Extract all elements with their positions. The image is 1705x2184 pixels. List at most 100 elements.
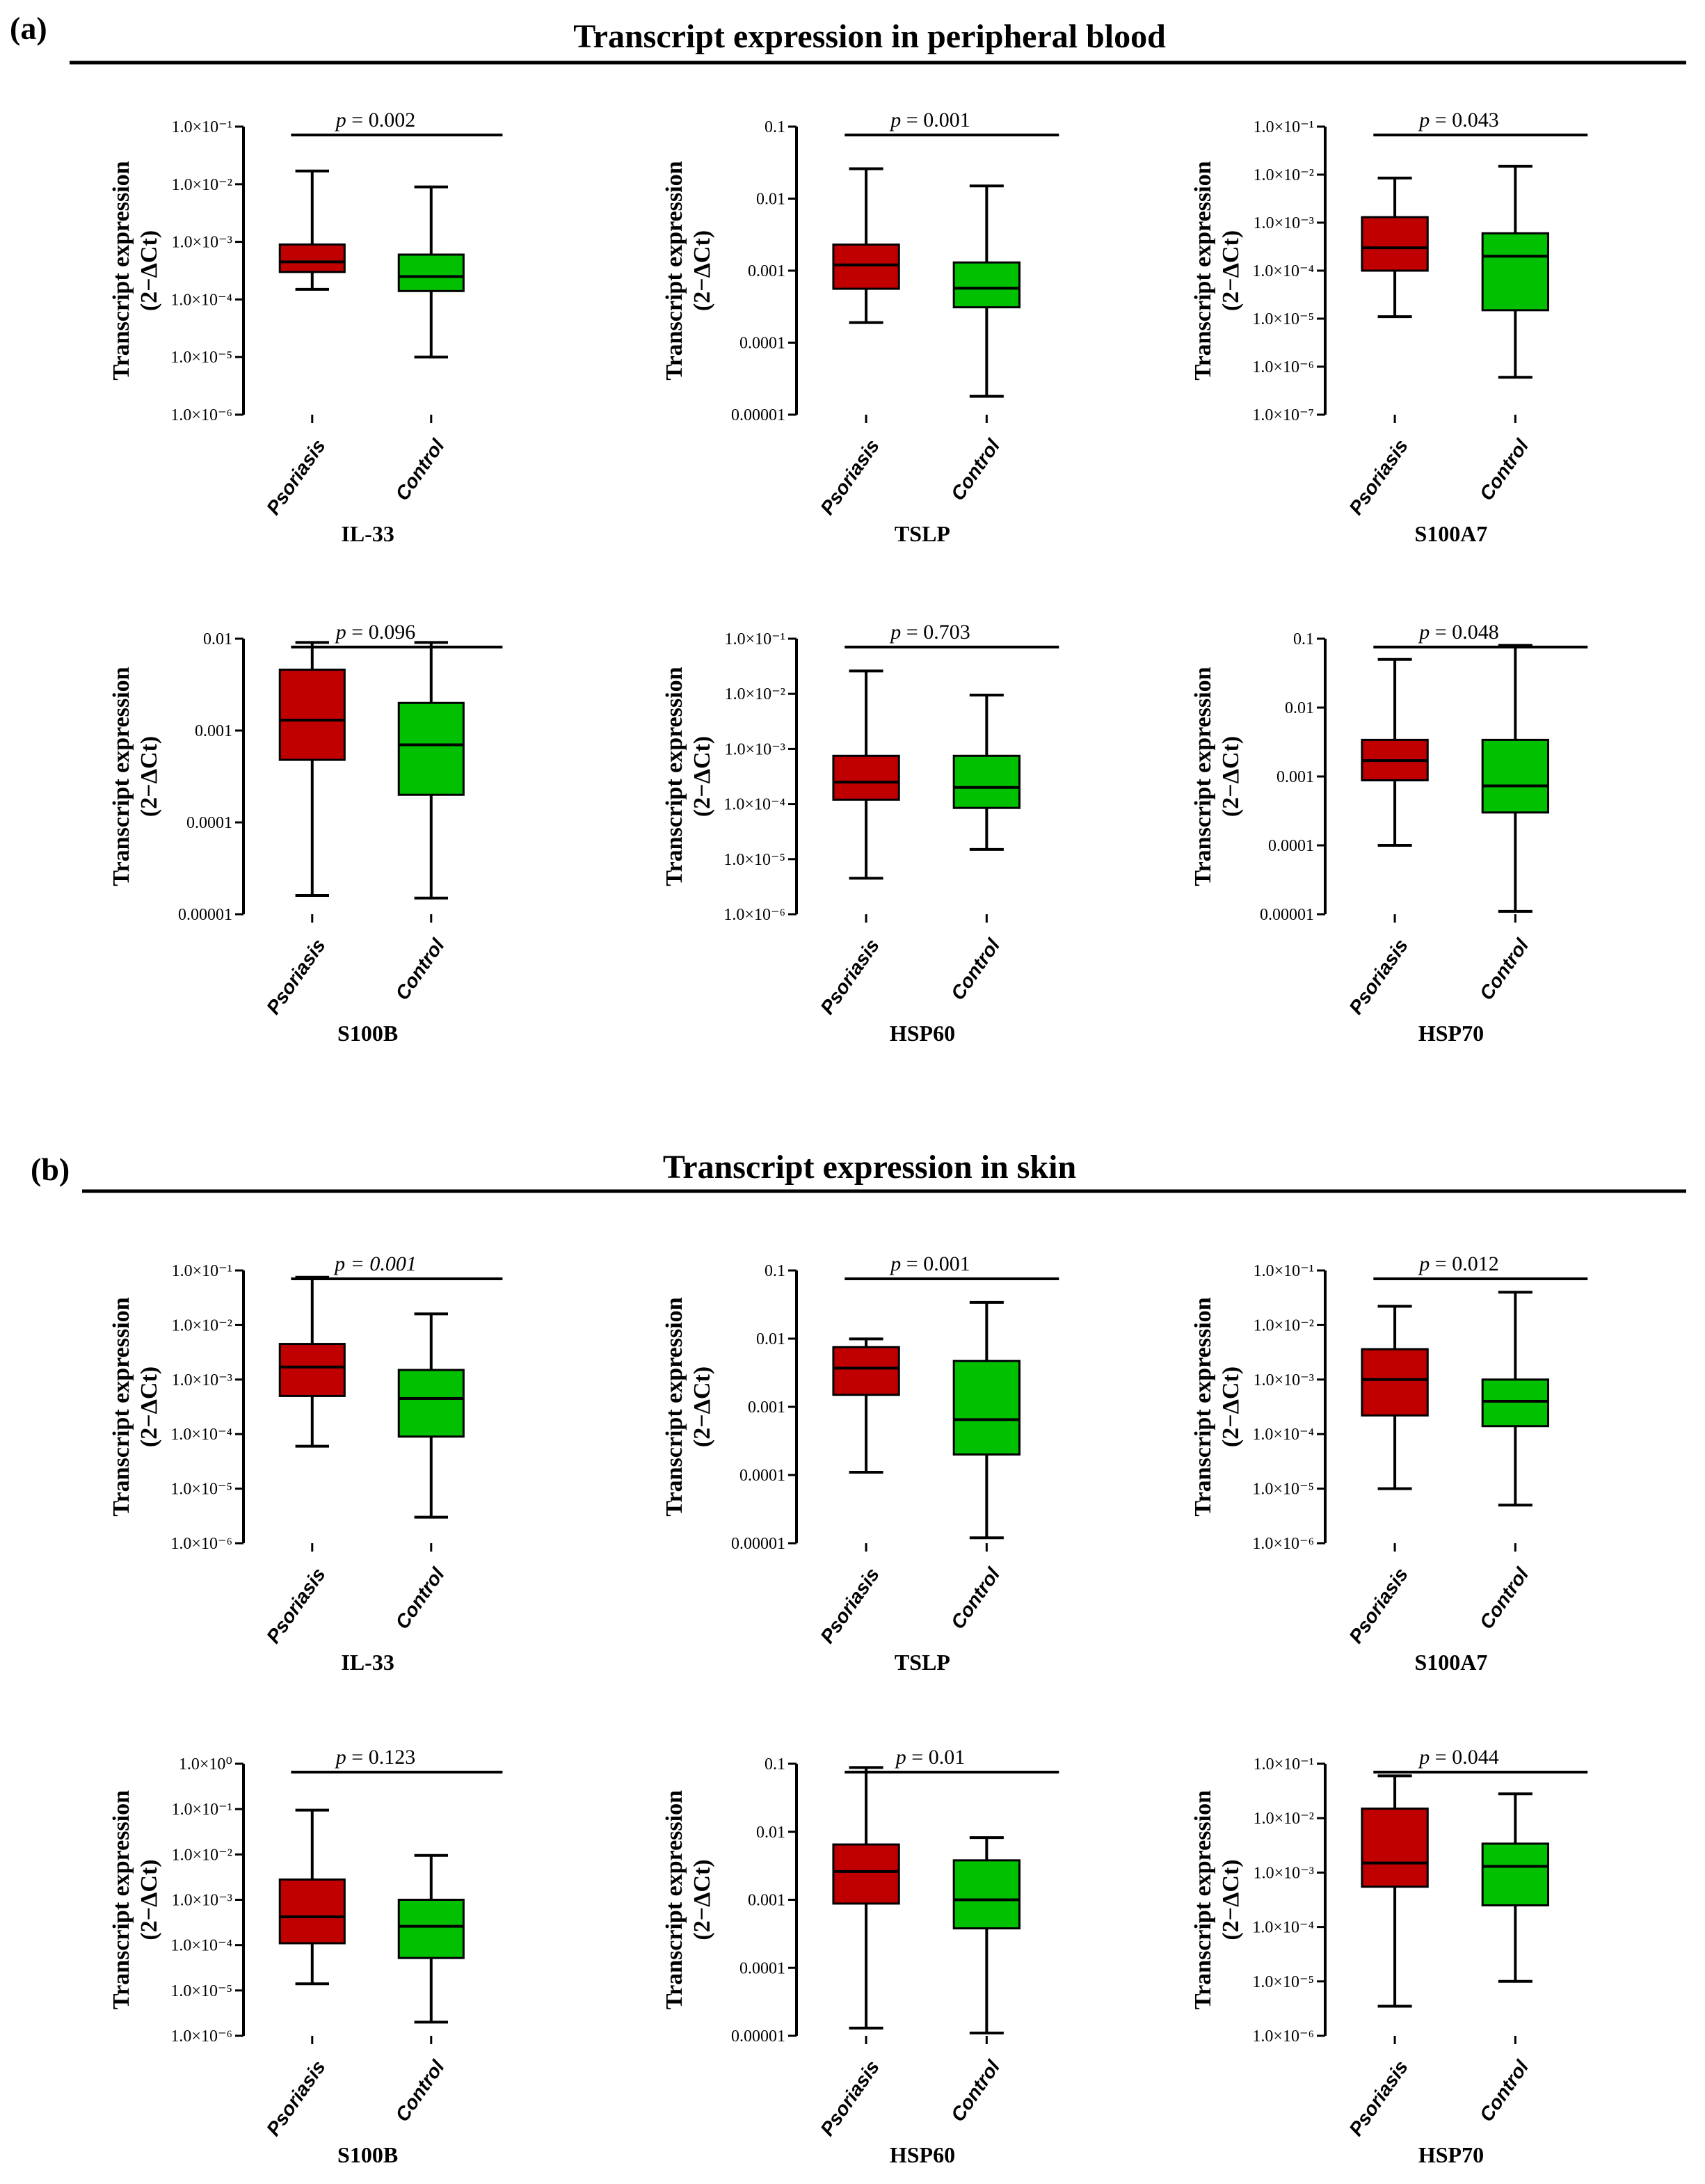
p-value-text: = 0.001 [345,1252,417,1275]
p-value-symbol: p [889,1252,901,1275]
p-value: p = 0.123 [335,1746,415,1769]
y-tick-label: 1.0×10⁻² [172,1316,232,1334]
iqr-box [1361,216,1429,272]
y-axis-label: Transcript expression [109,161,134,380]
y-axis-label: Transcript expression [662,161,687,380]
iqr-box [278,1878,346,1945]
x-category-label: Psoriasis [262,436,330,519]
y-tick-label: 1.0×10⁻⁵ [1252,310,1314,328]
chart-panel-b-s100a7: 1.0×10⁻⁶ 1.0×10⁻⁵ 1.0×10⁻⁴ 1.0×10⁻³ 1.0×10⁻²… [1190,1252,1588,1675]
p-value-symbol: p [333,1252,345,1275]
chart-panel-b-s100b: 1.0×10⁻⁶ 1.0×10⁻⁵ 1.0×10⁻⁴ 1.0×10⁻³ 1.0×10⁻²… [109,1746,503,2167]
p-value-symbol: p [335,621,346,644]
y-axis-label: Transcript expression [109,667,134,886]
y-tick-label: 1.0×10⁻² [172,176,232,194]
gene-title: HSP60 [890,1021,955,1046]
x-category-label: Control [1475,934,1533,1004]
box-control [397,641,465,900]
x-category-label: Control [1475,1563,1533,1633]
y-tick-label: 1.0×10⁻⁶ [170,1535,232,1553]
box-psoriasis [832,669,900,880]
x-category-label: Control [947,435,1004,504]
iqr-box [397,253,465,292]
y-tick-label: 0.0001 [186,814,232,832]
y-tick-label: 0.001 [195,722,232,740]
iqr-box [952,754,1021,809]
y-axis-label: Transcript expression [109,1790,134,2009]
box-control [1481,644,1550,913]
chart-panel-a-hsp70: 0.00001 0.0001 0.001 0.01 0.1 Transcript expr… [1190,621,1588,1046]
y-axis-label-unit: (2−ΔCt) [136,736,162,817]
p-value: p = 0.001 [889,1252,970,1275]
p-value-text: = 0.043 [1430,109,1498,131]
y-tick-label: 1.0×10⁻¹ [172,1801,232,1819]
gene-title: S100B [337,1021,398,1046]
p-value-text: = 0.096 [346,621,415,644]
iqr-box [832,1843,900,1905]
iqr-box [397,701,465,796]
p-value: p = 0.096 [335,621,415,644]
y-axis-label: Transcript expression [662,1790,687,2009]
y-tick-label: 1.0×10⁻³ [1254,1864,1314,1882]
x-category-label: Psoriasis [1345,2057,1412,2140]
y-tick-label: 1.0×10⁻⁶ [170,406,232,424]
y-tick-label: 1.0×10⁻² [725,685,785,703]
y-tick-label: 0.00001 [731,1535,785,1553]
x-category-label: Psoriasis [816,935,883,1019]
p-value-symbol: p [889,621,901,644]
y-tick-label: 1.0×10⁻¹ [172,118,232,136]
p-value-symbol: p [335,109,346,131]
iqr-box [952,261,1021,309]
y-tick-label: 1.0×10⁻¹ [172,1262,232,1280]
p-value-text: = 0.703 [901,621,970,644]
x-category-label: Control [391,934,449,1004]
y-axis-label: Transcript expression [1190,161,1216,380]
y-tick-label: 1.0×10⁻² [172,1846,232,1864]
y-tick-label: 1.0×10⁻² [1254,1316,1314,1334]
y-axis-label: Transcript expression [109,1297,134,1516]
y-axis-label: Transcript expression [662,1297,687,1516]
y-tick-label: 0.01 [756,191,785,209]
section-a-title: Transcript expression in peripheral bloo… [573,18,1166,55]
x-category-label: Control [1475,2056,1533,2126]
iqr-box [278,243,346,273]
p-value-text: = 0.01 [906,1746,965,1769]
gene-title: S100B [337,2142,398,2167]
y-axis-label: Transcript expression [662,667,687,886]
y-tick-label: 1.0×10⁻⁴ [723,796,785,814]
box-psoriasis [1361,176,1429,319]
y-axis-label-unit: (2−ΔCt) [689,230,715,311]
y-axis-label: Transcript expression [1190,667,1216,886]
p-value: p = 0.044 [1418,1746,1498,1769]
box-psoriasis [278,169,346,291]
iqr-box [1481,1378,1550,1428]
box-psoriasis [1361,657,1429,847]
p-value-symbol: p [1418,1252,1430,1275]
y-tick-label: 0.00001 [731,2027,785,2046]
y-tick-label: 1.0×10⁻¹ [1254,118,1314,136]
p-value: p = 0.703 [889,621,970,644]
y-tick-label: 0.1 [765,1755,785,1773]
y-axis-label: Transcript expression [1190,1297,1216,1516]
x-category-label: Psoriasis [816,1564,883,1648]
gene-title: S100A7 [1414,1650,1487,1675]
y-tick-label: 1.0×10⁻² [1254,1810,1314,1828]
iqr-box [1361,1807,1429,1888]
x-category-label: Psoriasis [816,2057,883,2140]
y-tick-label: 0.01 [756,1824,785,1842]
y-tick-label: 0.01 [1285,699,1314,717]
chart-panel-a-tslp: 0.00001 0.0001 0.001 0.01 0.1 Transcript expr… [662,109,1059,546]
y-axis-label-unit: (2−ΔCt) [689,1366,715,1447]
y-tick-label: 0.0001 [739,1959,785,1977]
x-category-label: Psoriasis [262,935,330,1019]
x-category-label: Control [947,934,1004,1004]
y-tick-label: 1.0×10⁻⁴ [1252,1426,1314,1444]
x-category-label: Control [391,2056,449,2126]
p-value: p = 0.001 [333,1252,417,1275]
y-tick-label: 0.001 [748,1398,785,1417]
p-value-text: = 0.048 [1430,621,1498,644]
chart-panel-b-hsp60: 0.00001 0.0001 0.001 0.01 0.1 Transcript expr… [662,1746,1059,2167]
box-psoriasis [1361,1774,1429,2008]
iqr-box [397,1899,465,1959]
iqr-box [278,669,346,761]
